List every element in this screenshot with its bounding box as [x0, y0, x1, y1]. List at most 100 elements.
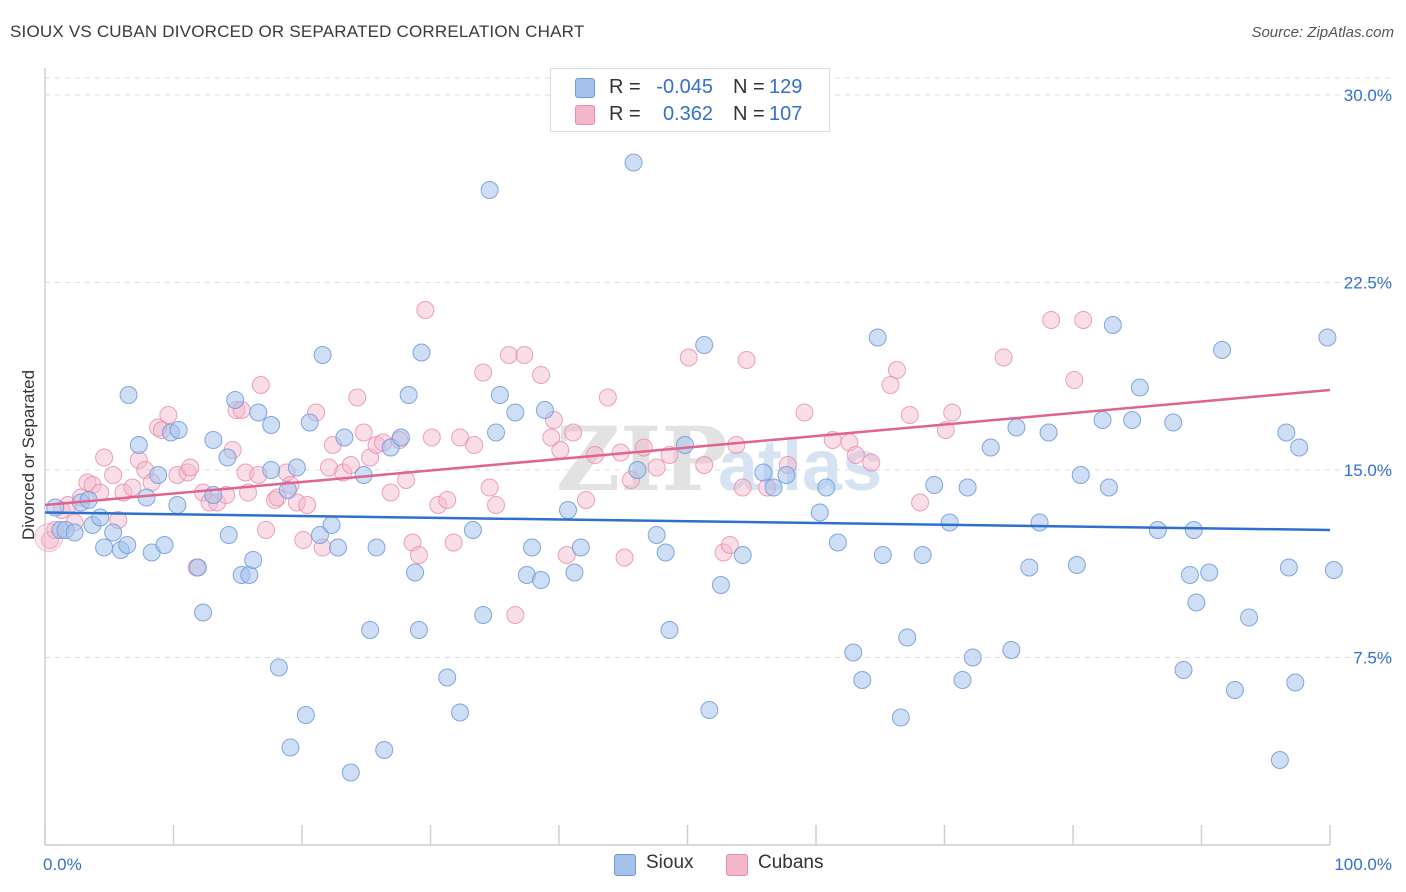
cubans-point [542, 428, 561, 447]
sioux-point [1071, 466, 1090, 484]
sioux-point [155, 536, 174, 554]
sioux-point [322, 516, 341, 534]
cubans-point [1065, 371, 1084, 389]
sioux-point [406, 563, 425, 582]
cubans-point [862, 453, 881, 472]
y-axis-label: Divorced or Separated [19, 370, 38, 540]
sioux-point [981, 438, 1000, 457]
cubans-point [994, 348, 1013, 367]
sioux-point [733, 546, 752, 564]
cubans-legend-swatch [726, 854, 748, 876]
sioux-point [95, 538, 114, 557]
sioux-point [1184, 521, 1203, 539]
sioux-point [451, 703, 470, 722]
legend-label-cubans: Cubans [758, 852, 824, 873]
cubans-point [900, 406, 919, 424]
cubans-point [319, 458, 338, 477]
cubans-point [647, 458, 666, 477]
legend-label-sioux: Sioux [646, 852, 694, 873]
tick-labels: 7.5% 15.0% 22.5% 30.0% 0.0% 100.0% [43, 86, 1392, 874]
cubans-point [123, 478, 142, 497]
sioux-point [328, 538, 347, 557]
sioux-point [300, 413, 319, 432]
sioux-point [438, 668, 457, 687]
sioux-point [700, 701, 719, 719]
sioux-point [1270, 751, 1289, 769]
sioux-point [480, 181, 499, 199]
sioux-point [296, 706, 315, 724]
sioux-point [262, 416, 281, 434]
sioux-point [913, 546, 932, 564]
sioux-point [129, 436, 148, 454]
cubans-trend-line [44, 388, 1331, 507]
cubans-point [416, 301, 435, 319]
cubans-point [348, 388, 367, 407]
sioux-point [571, 538, 590, 557]
n-label: N = [733, 103, 765, 125]
sioux-point [169, 421, 188, 439]
cubans-point [499, 346, 518, 364]
cubans-point [720, 536, 739, 554]
cubans-point [737, 351, 756, 369]
sioux-points [46, 153, 1343, 782]
sioux-point [506, 403, 525, 422]
sioux-point [168, 496, 187, 514]
cubans-point [480, 478, 499, 497]
cubans-point [887, 361, 906, 379]
sioux-point [647, 526, 666, 544]
sioux-point [1002, 641, 1021, 659]
correlation-legend: R = -0.045 N = 129 R = 0.362 N = 107 [550, 68, 830, 132]
sioux-point [535, 401, 554, 419]
y-tick-label: 15.0% [1344, 461, 1392, 480]
sioux-point [1187, 593, 1206, 612]
x-tick-label: 100.0% [1334, 855, 1392, 874]
cubans-point [257, 521, 276, 539]
sioux-point [675, 436, 694, 454]
sioux-point [523, 538, 542, 557]
sioux-point [361, 621, 380, 639]
r-value: -0.045 [656, 76, 713, 98]
sioux-point [1213, 341, 1232, 359]
sioux-point [1148, 521, 1167, 539]
sioux-point [1324, 561, 1343, 579]
sioux-point [335, 428, 354, 447]
sioux-point [1180, 566, 1199, 584]
sioux-point [1030, 513, 1049, 532]
cubans-point [104, 466, 123, 484]
sioux-point [764, 478, 783, 497]
sioux-point [1103, 316, 1122, 334]
sioux-point [218, 448, 237, 467]
sioux-point [409, 621, 428, 639]
sioux-point [240, 566, 259, 584]
cubans-point [181, 458, 200, 477]
cubans-point [287, 493, 306, 512]
sioux-point [375, 741, 394, 759]
cubans-point [444, 533, 463, 552]
sioux-point [262, 461, 281, 479]
sioux-point [828, 533, 847, 552]
y-tick-label: 7.5% [1353, 649, 1392, 668]
sioux-point [873, 546, 892, 564]
sioux-point [853, 671, 872, 689]
sioux-point [1279, 558, 1298, 577]
cubans-point [451, 428, 470, 447]
cubans-point [532, 366, 551, 384]
sioux-point [119, 386, 138, 404]
sioux-point [1318, 328, 1337, 347]
sioux-point [953, 671, 972, 689]
cubans-point [795, 403, 814, 422]
cubans-point [1074, 311, 1093, 329]
cubans-point [159, 406, 178, 424]
cubans-point [251, 376, 270, 394]
cubans-point [465, 436, 484, 454]
cubans-point [95, 448, 114, 467]
cubans-point [78, 473, 97, 492]
sioux-point [269, 658, 288, 677]
sioux-point [940, 513, 959, 532]
sioux-point [868, 328, 887, 347]
sioux-point [1200, 563, 1219, 582]
cubans-point [506, 606, 525, 624]
cubans-point [474, 363, 493, 382]
cubans-point [564, 423, 583, 442]
sioux-point [204, 431, 223, 449]
